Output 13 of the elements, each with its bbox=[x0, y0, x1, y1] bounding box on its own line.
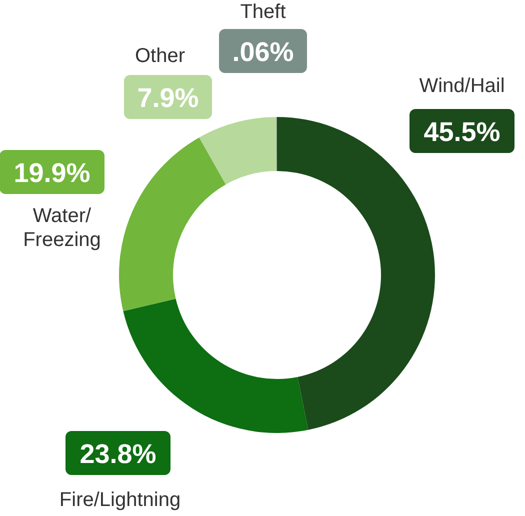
donut-slice bbox=[123, 298, 308, 433]
slice-label: Theft bbox=[240, 1, 286, 23]
data-label: 45.5% bbox=[424, 117, 500, 147]
slice-label: Wind/Hail bbox=[419, 75, 505, 97]
slice-label: Fire/Lightning bbox=[59, 489, 181, 511]
donut-slice bbox=[199, 117, 277, 184]
data-label: 23.8% bbox=[80, 439, 156, 469]
data-label: .06% bbox=[232, 37, 294, 67]
slice-label: Other bbox=[134, 45, 186, 67]
donut-slice bbox=[119, 137, 226, 312]
slice-label: Water/Freezing bbox=[23, 205, 101, 251]
data-label: 19.9% bbox=[14, 158, 90, 188]
data-label: 7.9% bbox=[137, 83, 199, 113]
